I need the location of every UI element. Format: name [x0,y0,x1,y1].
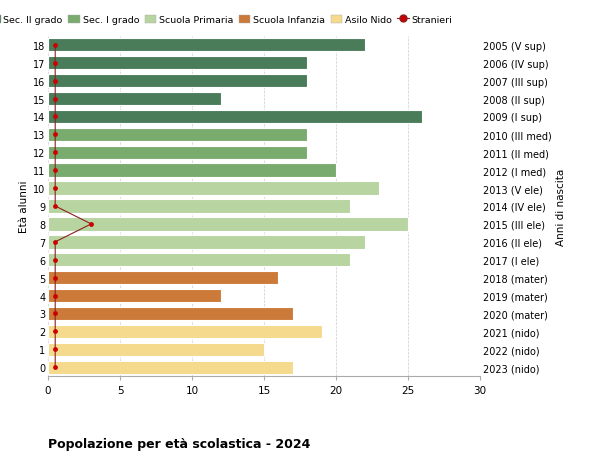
Legend: Sec. II grado, Sec. I grado, Scuola Primaria, Scuola Infanzia, Asilo Nido, Stran: Sec. II grado, Sec. I grado, Scuola Prim… [0,12,456,28]
Bar [48,343,264,356]
Point [50,239,60,246]
Point [50,131,60,139]
Point [50,113,60,121]
Bar [48,182,379,196]
Bar [48,146,307,160]
Bar [48,271,278,285]
Point [50,257,60,264]
Bar [48,361,293,374]
Bar [48,57,307,70]
Point [50,292,60,300]
Point [50,346,60,353]
Bar [48,307,293,320]
Point [50,78,60,85]
Bar [48,325,322,338]
Bar [48,39,365,52]
Y-axis label: Anni di nascita: Anni di nascita [556,168,566,245]
Bar [48,75,307,88]
Bar [48,93,221,106]
Point [50,60,60,67]
Point [50,328,60,336]
Point [50,203,60,210]
Y-axis label: Età alunni: Età alunni [19,180,29,233]
Bar [48,164,336,178]
Bar [48,289,221,302]
Point [86,221,96,228]
Point [50,42,60,49]
Bar [48,200,350,213]
Bar [48,218,408,231]
Bar [48,129,307,142]
Point [50,95,60,103]
Point [50,149,60,157]
Point [50,310,60,318]
Bar [48,235,365,249]
Bar [48,111,422,124]
Bar [48,253,350,267]
Point [50,364,60,371]
Point [50,185,60,192]
Point [50,167,60,174]
Point [50,274,60,282]
Text: Popolazione per età scolastica - 2024: Popolazione per età scolastica - 2024 [48,437,310,450]
